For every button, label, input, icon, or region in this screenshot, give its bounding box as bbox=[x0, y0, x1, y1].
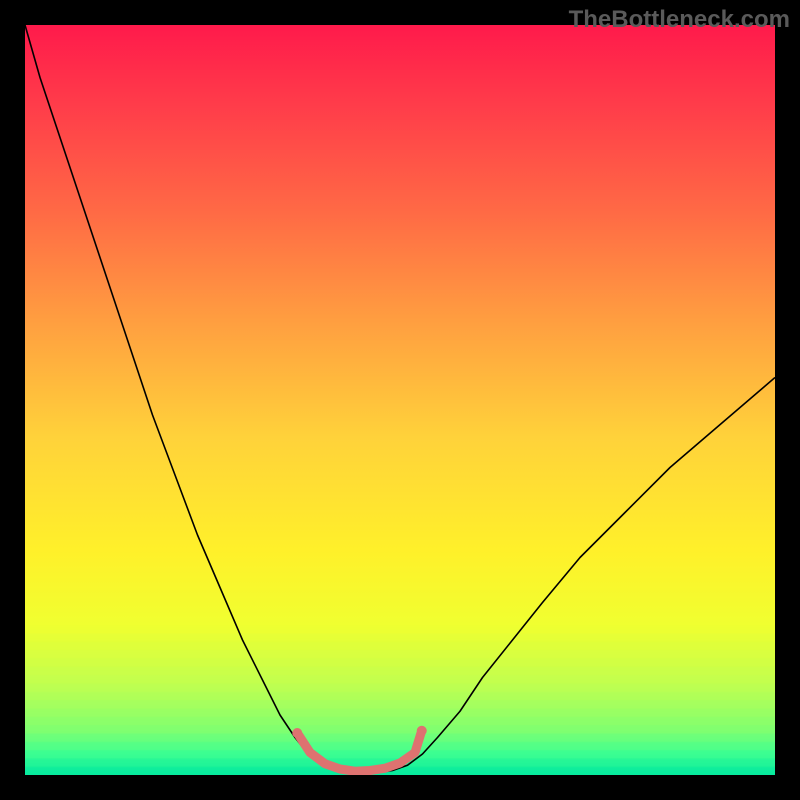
optimal-range-end-dot bbox=[292, 728, 302, 738]
chart-svg bbox=[0, 0, 800, 800]
optimal-range-end-dot bbox=[417, 726, 427, 736]
watermark-text: TheBottleneck.com bbox=[569, 6, 790, 34]
bottom-stripes bbox=[25, 625, 775, 776]
chart-outer: TheBottleneck.com bbox=[0, 0, 800, 800]
